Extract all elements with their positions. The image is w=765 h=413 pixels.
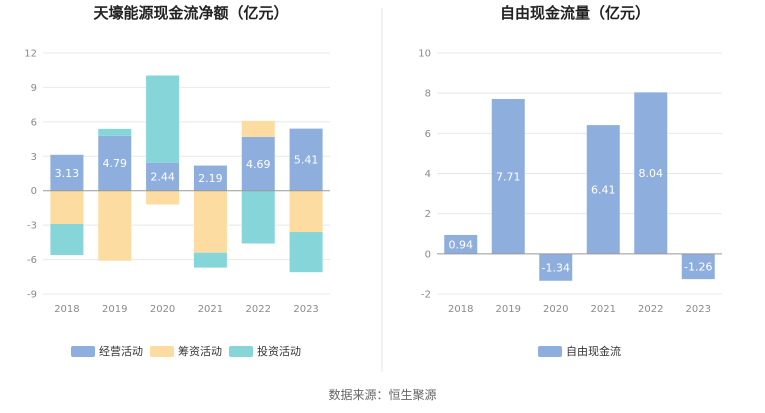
legend-label-fcf: 自由现金流 [566,344,621,358]
cashflow-ytick-label: -9 [27,290,37,301]
cashflow-data-label-2023: 5.41 [294,154,319,167]
fcf-xtick-label: 2019 [496,304,521,315]
cashflow-bar-投资活动-2018 [50,223,84,255]
cashflow-ytick-label: -6 [27,255,37,266]
legend-swatch-operating [71,346,95,357]
cashflow-bar-投资活动-2019 [98,128,132,136]
fcf-ytick-label: 6 [425,129,431,140]
cashflow-xtick-label: 2023 [293,304,318,315]
fcf-data-label-2023: -1.26 [684,260,712,273]
cashflow-data-label-2021: 2.19 [198,172,223,185]
fcf-bar-自由现金流-2020 [539,253,573,281]
cashflow-bar-经营活动-2018 [50,154,84,191]
fcf-bar-自由现金流-2022 [634,92,668,254]
fcf-ytick-label: 8 [425,89,431,100]
cashflow-bar-筹资活动-2021 [193,190,227,253]
cashflow-ytick-label: -3 [27,221,37,232]
cashflow-bar-经营活动-2019 [98,135,132,191]
cashflow-bar-投资活动-2023 [289,232,323,273]
fcf-bar-自由现金流-2023 [681,253,715,280]
chart-title-cashflow: 天壕能源现金流净额（亿元） [93,4,288,22]
cashflow-bar-筹资活动-2020 [146,190,180,205]
fcf-xtick-label: 2021 [591,304,616,315]
legend-label-financing: 筹资活动 [178,344,222,358]
legend-label-operating: 经营活动 [99,344,143,358]
cashflow-bar-筹资活动-2023 [289,190,323,233]
fcf-bar-自由现金流-2021 [586,125,620,254]
fcf-bar-自由现金流-2018 [444,234,478,254]
legend-swatch-fcf [538,346,562,357]
legend-swatch-investing [229,346,253,357]
fcf-xtick-label: 2023 [686,304,711,315]
legend-swatch-financing [150,346,174,357]
cashflow-xtick-label: 2020 [150,304,175,315]
fcf-xtick-label: 2020 [543,304,568,315]
legend-cashflow: 经营活动 筹资活动 投资活动 [71,344,301,358]
cashflow-ytick-label: 6 [31,117,37,128]
chart-free-cash-flow: -2 0 2 4 6 8 10 0.94 7.71 -1.34 6.41 8.04 -1.26 2018 2… [418,49,722,315]
cashflow-data-label-2020: 2.44 [150,171,175,184]
cashflow-data-label-2019: 4.79 [103,157,128,170]
fcf-data-label-2019: 7.71 [496,170,521,183]
cashflow-ytick-label: 3 [31,152,37,163]
fcf-ytick-label: 2 [425,209,431,220]
fcf-bar-自由现金流-2019 [491,98,525,254]
legend-label-investing: 投资活动 [257,344,301,358]
cashflow-xtick-label: 2019 [102,304,127,315]
cashflow-data-label-2018: 3.13 [55,167,80,180]
fcf-ytick-label: 0 [425,249,431,260]
cashflow-xtick-label: 2021 [198,304,223,315]
cashflow-xtick-label: 2022 [246,304,271,315]
cashflow-data-label-2022: 4.69 [246,158,271,171]
chart-cashflow-net: -9 -6 -3 0 3 6 9 12 3.13 4.79 2.44 2.19 4.69 5.41 2018… [24,49,330,315]
cashflow-bar-投资活动-2021 [193,252,227,268]
cashflow-bar-经营活动-2020 [146,162,180,191]
cashflow-xtick-label: 2018 [54,304,79,315]
cashflow-bar-经营活动-2022 [241,136,275,191]
cashflow-bar-投资活动-2022 [241,190,275,244]
cashflow-bar-经营活动-2021 [193,165,227,191]
fcf-ytick-label: 10 [418,49,431,60]
cashflow-bar-经营活动-2023 [289,128,323,191]
cashflow-bar-筹资活动-2019 [98,190,132,261]
cashflow-bar-筹资活动-2022 [241,120,275,137]
cashflow-bar-投资活动-2020 [146,75,180,163]
fcf-data-label-2021: 6.41 [591,183,616,196]
cashflow-ytick-label: 9 [31,83,37,94]
chart-title-fcf: 自由现金流量（亿元） [500,4,650,22]
data-source-note: 数据来源：恒生聚源 [328,388,437,402]
cashflow-ytick-label: 0 [31,186,37,197]
fcf-ytick-label: -2 [421,290,431,301]
legend-fcf: 自由现金流 [538,344,621,358]
fcf-xtick-label: 2022 [638,304,663,315]
fcf-ytick-label: 4 [425,169,431,180]
fcf-data-label-2022: 8.04 [639,167,664,180]
fcf-data-label-2018: 0.94 [449,238,474,251]
fcf-xtick-label: 2018 [448,304,473,315]
cashflow-bar-筹资活动-2018 [50,190,84,224]
fcf-data-label-2020: -1.34 [542,261,570,274]
cashflow-ytick-label: 12 [24,49,37,60]
